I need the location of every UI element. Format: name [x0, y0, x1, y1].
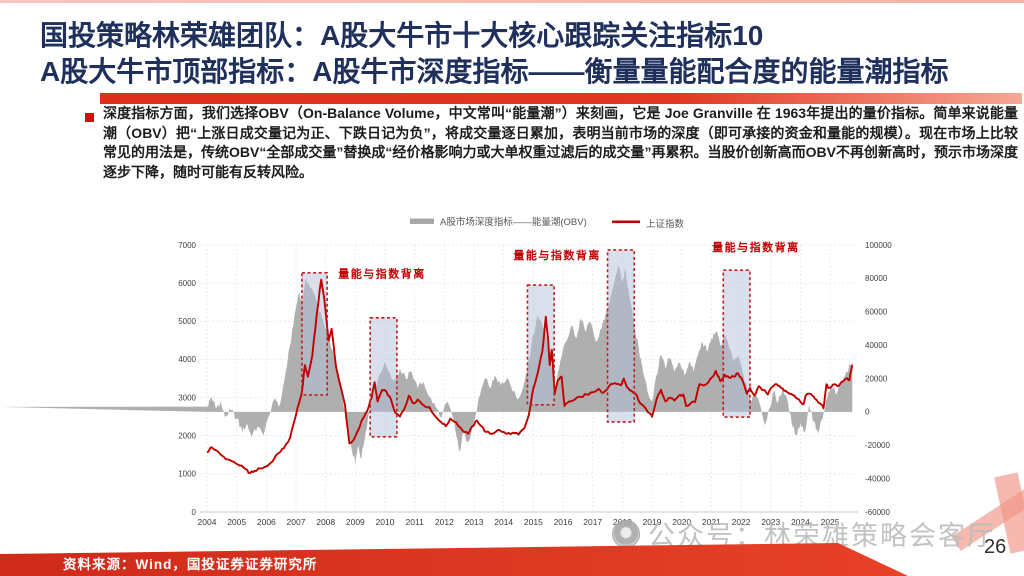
body-paragraph: 深度指标方面，我们选择OBV（On-Balance Volume，中文常叫“能量…: [103, 105, 1018, 180]
y-left-tick-label: 5000: [178, 317, 196, 326]
title-underline-bar: [100, 93, 1022, 104]
watermark-text: 公众号：林荣雄策略会客厅: [648, 521, 996, 551]
x-tick-label: 2017: [583, 517, 602, 527]
x-tick-label: 2013: [465, 517, 484, 527]
legend-swatch-area: [410, 218, 434, 224]
y-right-tick-label: 100000: [865, 241, 892, 250]
y-left-tick-label: 0: [192, 508, 197, 517]
x-tick-label: 2015: [524, 517, 543, 527]
divergence-region-fill: [607, 249, 635, 422]
divergence-region-fill: [527, 285, 555, 405]
legend-label: 上证指数: [646, 218, 685, 230]
y-right-tick-label: -20000: [865, 441, 890, 450]
x-tick-label: 2005: [227, 517, 246, 527]
y-left-tick-label: 6000: [178, 279, 196, 288]
wechat-account-logo-icon: [612, 519, 640, 548]
top-accent-strip: [0, 0, 1024, 3]
x-tick-label: 2016: [554, 517, 573, 527]
x-tick-label: 2014: [494, 517, 513, 527]
y-left-tick-label: 3000: [178, 393, 196, 402]
x-tick-label: 2011: [406, 517, 425, 527]
y-left-tick-label: 4000: [178, 355, 196, 364]
x-tick-label: 2009: [346, 517, 365, 527]
divergence-region-fill: [301, 272, 328, 395]
x-tick-label: 2008: [316, 517, 335, 527]
x-tick-label: 2006: [257, 517, 276, 527]
y-right-tick-label: 60000: [865, 308, 888, 317]
index-line: [206, 278, 854, 475]
y-left-tick-label: 1000: [178, 470, 196, 479]
watermark: 公众号：林荣雄策略会客厅: [612, 514, 996, 553]
divergence-region-border: [369, 317, 398, 438]
source-note: 资料来源：Wind，国投证券证券研究所: [63, 557, 318, 572]
x-tick-label: 2012: [435, 517, 454, 527]
y-right-tick-label: 0: [865, 408, 870, 417]
y-right-tick-label: 80000: [865, 274, 888, 283]
bullet-square-icon: [85, 113, 94, 122]
y-right-tick-label: -40000: [865, 474, 890, 483]
y-left-tick-label: 2000: [178, 432, 196, 441]
divergence-region-fill: [370, 317, 397, 437]
divergence-label: 量能与指数背离: [712, 240, 800, 254]
legend-swatch-line: [612, 220, 640, 224]
divergence-region-fill: [723, 270, 750, 418]
divergence-label: 量能与指数背离: [513, 248, 601, 262]
obv-area: [0, 265, 853, 464]
y-right-tick-label: 40000: [865, 341, 888, 350]
legend-label: A股市场深度指标——能量潮(OBV): [440, 216, 587, 228]
x-tick-label: 2004: [198, 517, 217, 527]
divergence-region-border: [722, 269, 751, 418]
page-title-line2: A股大牛市顶部指标：A股牛市深度指标——衡量量能配合度的能量潮指标: [40, 56, 949, 87]
divergence-region-border: [301, 272, 328, 396]
body-paragraph-block: 深度指标方面，我们选择OBV（On-Balance Volume，中文常叫“能量…: [84, 104, 1018, 182]
divergence-label: 量能与指数背离: [338, 266, 426, 280]
x-tick-label: 2010: [376, 517, 395, 527]
y-right-tick-label: 20000: [865, 374, 888, 383]
divergence-region-border: [606, 249, 636, 423]
page-title-line1: 国投策略林荣雄团队：A股大牛市十大核心跟踪关注指标10: [40, 20, 764, 51]
divergence-region-border: [526, 284, 555, 406]
page-number: 26: [984, 536, 1007, 558]
y-left-tick-label: 7000: [178, 241, 196, 250]
x-tick-label: 2007: [287, 517, 306, 527]
